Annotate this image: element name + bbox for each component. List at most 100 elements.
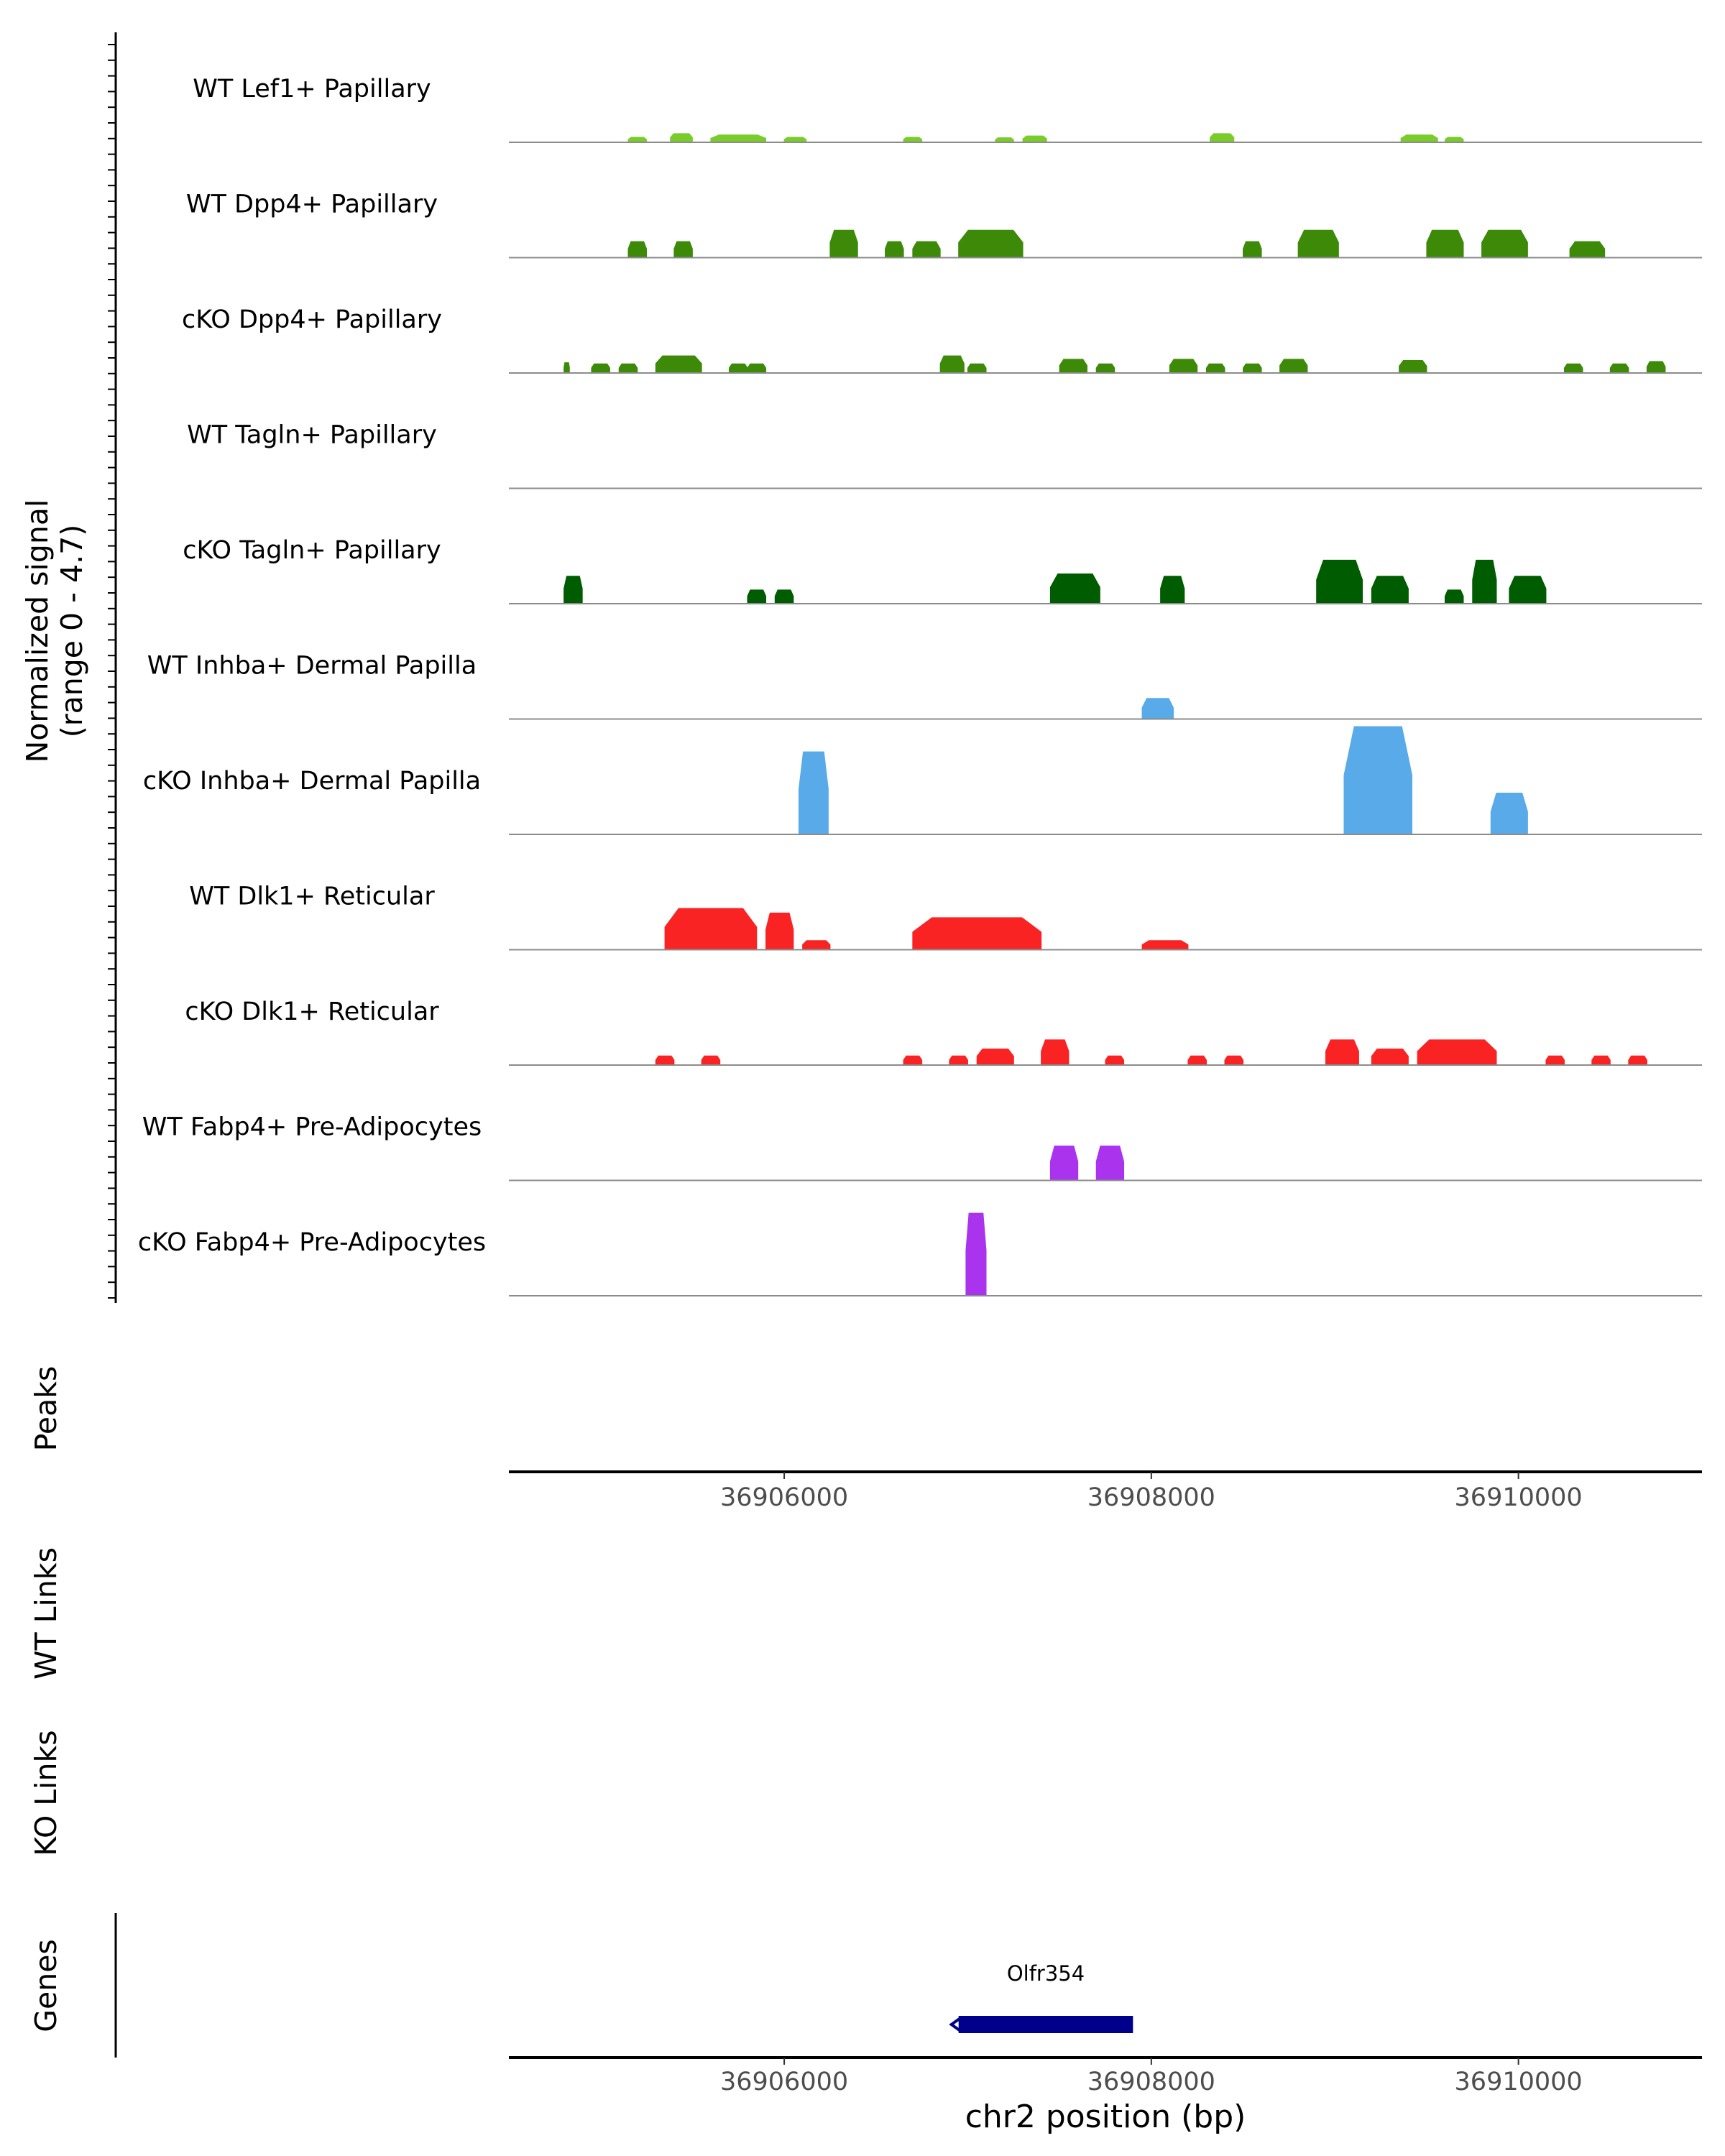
track-label: WT Dlk1+ Reticular [189, 883, 435, 911]
signal-peak [1049, 1146, 1079, 1181]
signal-peak [1609, 363, 1629, 374]
x-tick-label: 36908000 [1087, 2068, 1215, 2096]
signal-peak [655, 1055, 675, 1066]
signal-peak [1490, 793, 1528, 835]
track-wt-inhba-dermal-papilla: WT Inhba+ Dermal Papilla [147, 652, 1702, 720]
signal-peak [1509, 576, 1547, 604]
track-cko-inhba-dermal-papilla: cKO Inhba+ Dermal Papilla [143, 726, 1702, 835]
x-tick-label: 36906000 [720, 2068, 848, 2096]
signal-peak [701, 1055, 721, 1066]
signal-peak [829, 229, 858, 258]
track-label: cKO Fabp4+ Pre-Adipocytes [138, 1228, 486, 1257]
signal-range-label: (range 0 - 4.7) [55, 525, 89, 737]
signal-peak [1591, 1055, 1611, 1066]
genes-x-axis: 36906000 36908000 36910000 [509, 2056, 1702, 2096]
signal-peak [1224, 1055, 1244, 1066]
track-label: WT Inhba+ Dermal Papilla [147, 652, 477, 681]
signal-peak [1646, 361, 1666, 374]
signal-peak [1371, 576, 1409, 604]
signal-peak [1545, 1055, 1565, 1066]
signal-peak [1444, 589, 1464, 604]
track-wt-fabp4-pre-adipocytes: WT Fabp4+ Pre-Adipocytes [142, 1113, 1702, 1181]
signal-peak [1371, 1049, 1409, 1066]
track-label: WT Fabp4+ Pre-Adipocytes [142, 1113, 482, 1142]
signal-peak [664, 908, 758, 950]
signal-peak [1417, 1039, 1497, 1066]
signal-peak [1243, 241, 1262, 258]
signal-peak [1399, 359, 1427, 374]
track-wt-lef1-papillary: WT Lef1+ Papillary [193, 75, 1702, 143]
signal-peak [903, 137, 923, 143]
peaks-label: Peaks [29, 1366, 63, 1452]
x-tick-label: 36910000 [1455, 1483, 1583, 1512]
wt-links-label: WT Links [29, 1547, 63, 1680]
signal-peak [1049, 573, 1100, 604]
track-wt-dpp4-papillary: WT Dpp4+ Papillary [186, 190, 1702, 259]
signal-peak [618, 363, 638, 374]
signal-peak [903, 1055, 923, 1066]
signal-y-axis [108, 32, 117, 1303]
track-wt-tagln-papillary: WT Tagln+ Papillary [187, 421, 1702, 489]
signal-peak [1563, 363, 1583, 374]
signal-peak [1297, 229, 1339, 258]
signal-peak [1210, 133, 1235, 143]
signal-peak [965, 1212, 987, 1296]
signal-peak [747, 589, 767, 604]
gene-name-label: Olfr354 [1007, 1961, 1085, 1986]
signal-peak [728, 363, 748, 374]
signal-peak [1041, 1039, 1070, 1066]
signal-peak [1481, 229, 1528, 258]
signal-peak [1059, 359, 1087, 374]
signal-peak [912, 241, 941, 258]
signal-peak [799, 751, 829, 835]
signal-peak [627, 241, 648, 258]
signal-peak [885, 241, 904, 258]
track-label: WT Lef1+ Papillary [193, 75, 431, 103]
signal-peak [802, 940, 831, 950]
track-cko-fabp4-pre-adipocytes: cKO Fabp4+ Pre-Adipocytes [138, 1212, 1702, 1296]
signal-peak [1343, 726, 1412, 835]
signal-peak [1169, 359, 1198, 374]
track-label: cKO Tagln+ Papillary [183, 536, 441, 565]
track-label: cKO Inhba+ Dermal Papilla [143, 767, 481, 796]
track-label: cKO Dpp4+ Papillary [182, 305, 442, 334]
signal-peak [1628, 1055, 1647, 1066]
signal-peak [1400, 134, 1438, 143]
signal-peak [627, 137, 648, 143]
track-label: cKO Dlk1+ Reticular [185, 998, 439, 1026]
track-label: WT Tagln+ Papillary [187, 421, 437, 450]
signal-peak [1243, 363, 1262, 374]
signal-peak [673, 241, 693, 258]
ko-links-label: KO Links [29, 1730, 63, 1856]
signal-peak [783, 137, 807, 143]
signal-peak [1426, 229, 1464, 258]
signal-peak [710, 134, 767, 143]
signal-peak [1022, 135, 1047, 143]
track-cko-tagln-papillary: cKO Tagln+ Papillary [183, 536, 1702, 604]
gene-track: Olfr354 [949, 1961, 1133, 2033]
signal-peak [1444, 137, 1464, 143]
signal-peak [1316, 559, 1363, 604]
signal-peak [1325, 1039, 1359, 1066]
signal-peak [1569, 241, 1606, 258]
gene-strand-arrow [949, 2016, 962, 2033]
signal-peak [670, 133, 693, 143]
signal-peak [958, 229, 1024, 258]
signal-peak [1141, 940, 1189, 950]
signal-peak [1160, 576, 1185, 604]
signal-ylabel: Normalized signal [20, 499, 55, 763]
x-tick-label: 36908000 [1087, 1483, 1215, 1512]
signal-peak [774, 589, 794, 604]
track-cko-dpp4-papillary: cKO Dpp4+ Papillary [182, 305, 1702, 374]
x-axis-title: chr2 position (bp) [965, 2099, 1246, 2135]
track-wt-dlk1-reticular: WT Dlk1+ Reticular [189, 883, 1702, 951]
signal-peak [747, 363, 767, 374]
signal-peak [912, 917, 1042, 950]
signal-peak [765, 912, 794, 950]
signal-peak [1105, 1055, 1125, 1066]
signal-peak [967, 363, 987, 374]
signal-peak [1141, 698, 1174, 719]
signal-peak [564, 576, 583, 604]
signal-peak [1187, 1055, 1207, 1066]
